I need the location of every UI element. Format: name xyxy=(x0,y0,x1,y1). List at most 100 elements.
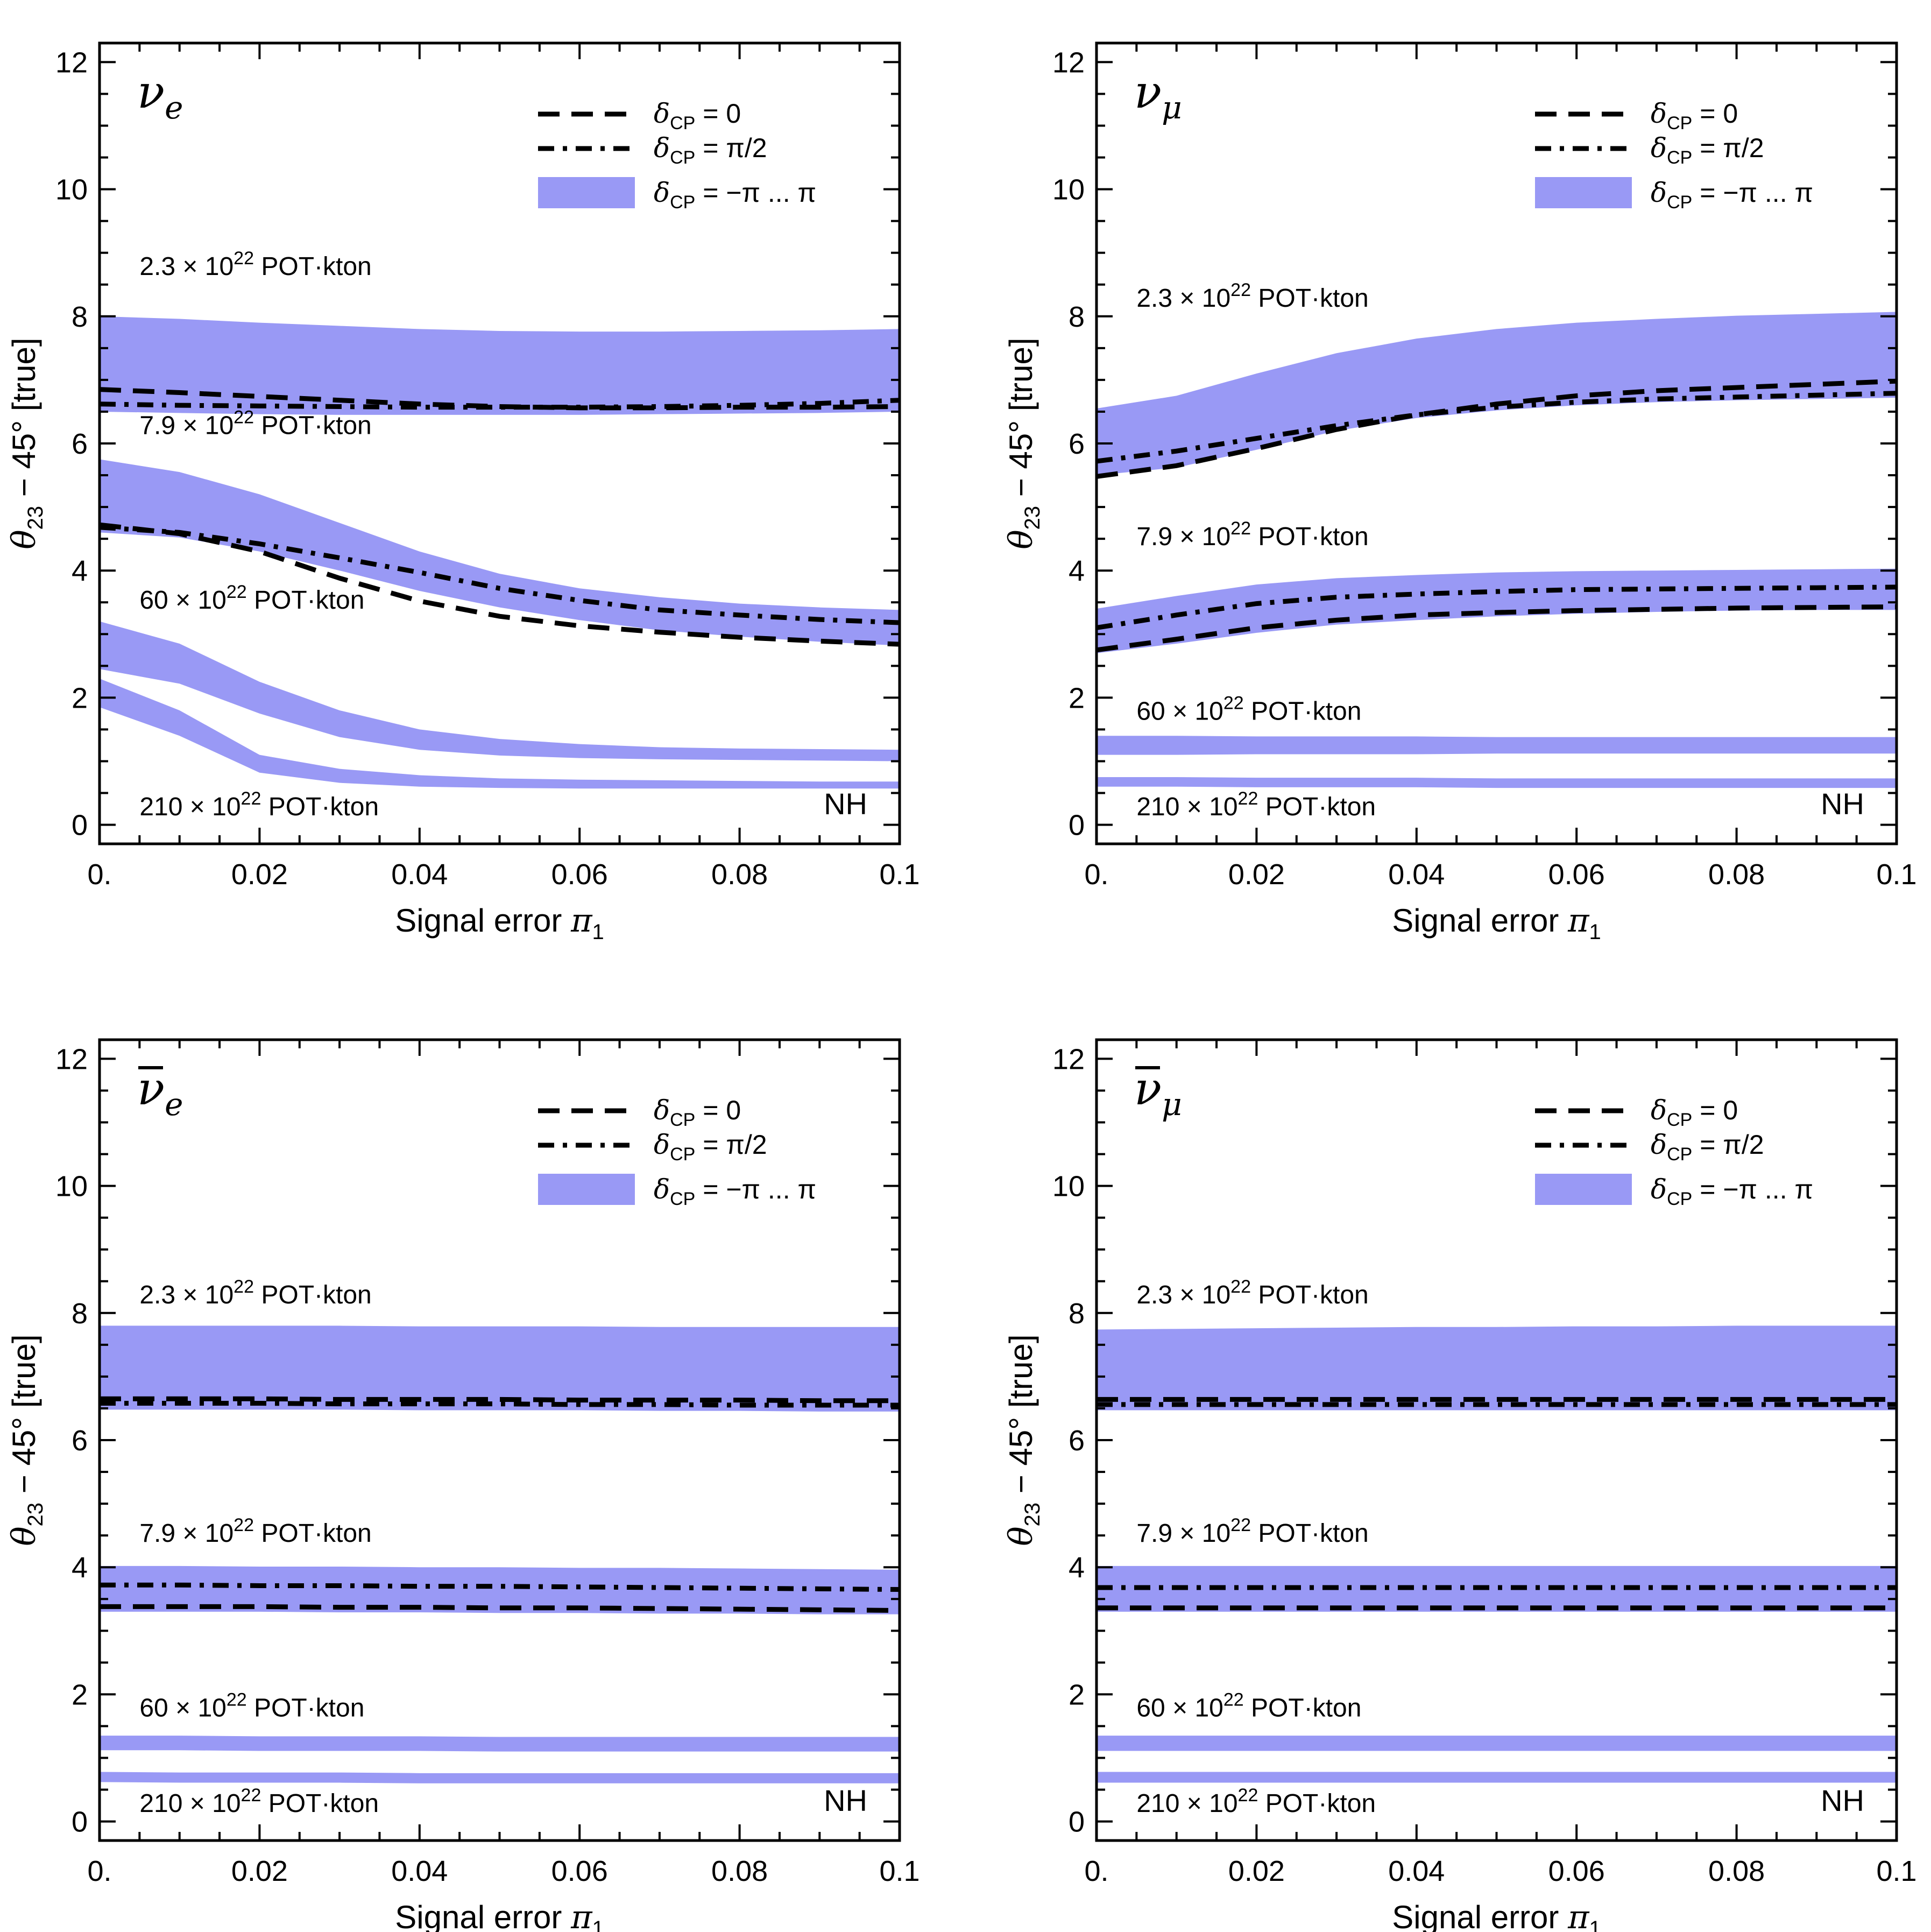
x-axis-label: Signal error π1 xyxy=(1392,902,1601,944)
exposure-annotation: 7.9 × 1022 POT·kton xyxy=(1136,1515,1368,1548)
dashed-line-2.3 xyxy=(100,387,900,411)
band-2.3 xyxy=(100,1325,900,1412)
x-tick-label: 0.06 xyxy=(1548,858,1605,891)
y-tick-label: 0 xyxy=(1069,809,1085,842)
y-tick-label: 10 xyxy=(1052,1171,1085,1203)
y-tick-label: 8 xyxy=(72,301,88,333)
y-tick-label: 4 xyxy=(1069,1552,1085,1584)
exposure-annotation: 7.9 × 1022 POT·kton xyxy=(139,1515,371,1548)
band-7.9 xyxy=(100,459,900,646)
y-axis-label: θ23 − 45° [true] xyxy=(5,1334,47,1546)
x-axis-label: Signal error π1 xyxy=(395,902,604,944)
hierarchy-label: NH xyxy=(1821,1783,1864,1817)
y-tick-label: 4 xyxy=(72,1552,88,1584)
plot-area xyxy=(100,316,900,789)
y-tick-label: 10 xyxy=(1052,174,1085,206)
legend-label: δCP = π/2 xyxy=(1651,1129,1764,1165)
band-7.9 xyxy=(1097,1566,1897,1612)
exposure-annotation: 60 × 1022 POT·kton xyxy=(1136,1690,1361,1723)
band-2.3 xyxy=(100,316,900,415)
legend-band-swatch xyxy=(538,1174,635,1205)
y-tick-label: 8 xyxy=(1069,301,1085,333)
x-tick-label: 0.1 xyxy=(1876,1855,1916,1887)
x-axis-label: Signal error π1 xyxy=(395,1899,604,1932)
x-tick-label: 0.06 xyxy=(551,858,608,891)
legend-label: δCP = π/2 xyxy=(1651,132,1764,168)
x-tick-label: 0. xyxy=(87,1855,111,1887)
x-tick-label: 0. xyxy=(1084,858,1108,891)
y-tick-label: 6 xyxy=(1069,1425,1085,1457)
plot-area xyxy=(100,1325,900,1783)
legend-label: δCP = −π ... π xyxy=(654,1174,816,1209)
x-tick-label: 0.02 xyxy=(1228,858,1285,891)
flavor-label: νμ xyxy=(1134,1062,1182,1123)
band-60 xyxy=(100,1736,900,1752)
x-tick-label: 0.02 xyxy=(1228,1855,1285,1887)
hierarchy-label: NH xyxy=(824,787,867,821)
legend-band-swatch xyxy=(1535,177,1632,208)
exposure-annotation: 2.3 × 1022 POT·kton xyxy=(1136,1277,1368,1309)
legend-band-swatch xyxy=(1535,1174,1632,1205)
legend-label: δCP = 0 xyxy=(654,98,741,133)
exposure-annotation: 60 × 1022 POT·kton xyxy=(139,1690,364,1723)
x-tick-label: 0.04 xyxy=(391,1855,448,1887)
x-tick-label: 0.08 xyxy=(711,858,768,891)
y-tick-label: 8 xyxy=(72,1298,88,1330)
y-tick-label: 6 xyxy=(72,428,88,460)
band-60 xyxy=(1097,1736,1897,1751)
dashed-line-7.9 xyxy=(1097,604,1897,653)
hierarchy-label: NH xyxy=(1821,787,1864,821)
y-tick-label: 10 xyxy=(55,174,88,206)
panel-top-right: 0. 0.02 0.04 0.06 0.08 0.1 0 2 4 6 8 10 12 Signal err… xyxy=(1002,41,1917,944)
y-tick-label: 6 xyxy=(1069,428,1085,460)
y-tick-label: 0 xyxy=(72,1806,88,1838)
exposure-annotation: 210 × 1022 POT·kton xyxy=(139,788,379,821)
x-tick-label: 0.02 xyxy=(231,1855,288,1887)
exposure-annotation: 60 × 1022 POT·kton xyxy=(139,582,364,615)
y-tick-label: 12 xyxy=(55,1043,88,1075)
dashdot-line-2.3 xyxy=(100,398,900,410)
y-tick-label: 2 xyxy=(1069,1679,1085,1711)
flavor-label: νμ xyxy=(1134,66,1182,126)
x-tick-label: 0.02 xyxy=(231,858,288,891)
band-2.3 xyxy=(1097,1325,1897,1411)
legend-label: δCP = −π ... π xyxy=(1651,177,1813,213)
plot-frame xyxy=(98,41,901,845)
legend-label: δCP = 0 xyxy=(1651,1095,1738,1130)
dashdot-line-2.3 xyxy=(1097,391,1897,464)
exposure-annotation: 2.3 × 1022 POT·kton xyxy=(139,1277,371,1309)
x-tick-label: 0.08 xyxy=(711,1855,768,1887)
y-axis-label: θ23 − 45° [true] xyxy=(1002,1334,1044,1546)
dashdot-line-7.9 xyxy=(100,525,900,625)
exposure-annotation: 210 × 1022 POT·kton xyxy=(1136,788,1376,821)
x-tick-label: 0. xyxy=(1084,1855,1108,1887)
y-tick-label: 10 xyxy=(55,1171,88,1203)
x-tick-label: 0.04 xyxy=(1388,1855,1445,1887)
dashdot-line-7.9 xyxy=(100,1582,900,1592)
band-60 xyxy=(100,621,900,761)
dashed-line-7.9 xyxy=(100,522,900,647)
dashed-line-2.3 xyxy=(1097,378,1897,479)
band-7.9 xyxy=(100,1566,900,1614)
y-axis-label: θ23 − 45° [true] xyxy=(1002,337,1044,549)
x-tick-label: 0.1 xyxy=(1876,858,1916,891)
y-tick-label: 2 xyxy=(72,682,88,714)
flavor-label: νe xyxy=(137,66,183,126)
flavor-label: νe xyxy=(137,1062,183,1123)
legend-label: δCP = −π ... π xyxy=(1651,1174,1813,1209)
y-tick-label: 2 xyxy=(72,1679,88,1711)
band-2.3 xyxy=(1097,312,1897,476)
y-tick-label: 12 xyxy=(1052,46,1085,79)
panel-bottom-left: 0. 0.02 0.04 0.06 0.08 0.1 0 2 4 6 8 10 12 Signal err… xyxy=(5,1038,920,1932)
x-tick-label: 0.1 xyxy=(879,858,919,891)
exposure-annotation: 210 × 1022 POT·kton xyxy=(1136,1785,1376,1818)
x-tick-label: 0.06 xyxy=(1548,1855,1605,1887)
panel-top-left: 0. 0.02 0.04 0.06 0.08 0.1 0 2 4 6 8 10 12 Signal err… xyxy=(5,41,920,944)
hierarchy-label: NH xyxy=(824,1783,867,1817)
x-tick-label: 0. xyxy=(87,858,111,891)
band-210 xyxy=(100,1772,900,1783)
y-tick-label: 2 xyxy=(1069,682,1085,714)
plot-area xyxy=(1097,312,1897,788)
y-tick-label: 12 xyxy=(55,46,88,79)
